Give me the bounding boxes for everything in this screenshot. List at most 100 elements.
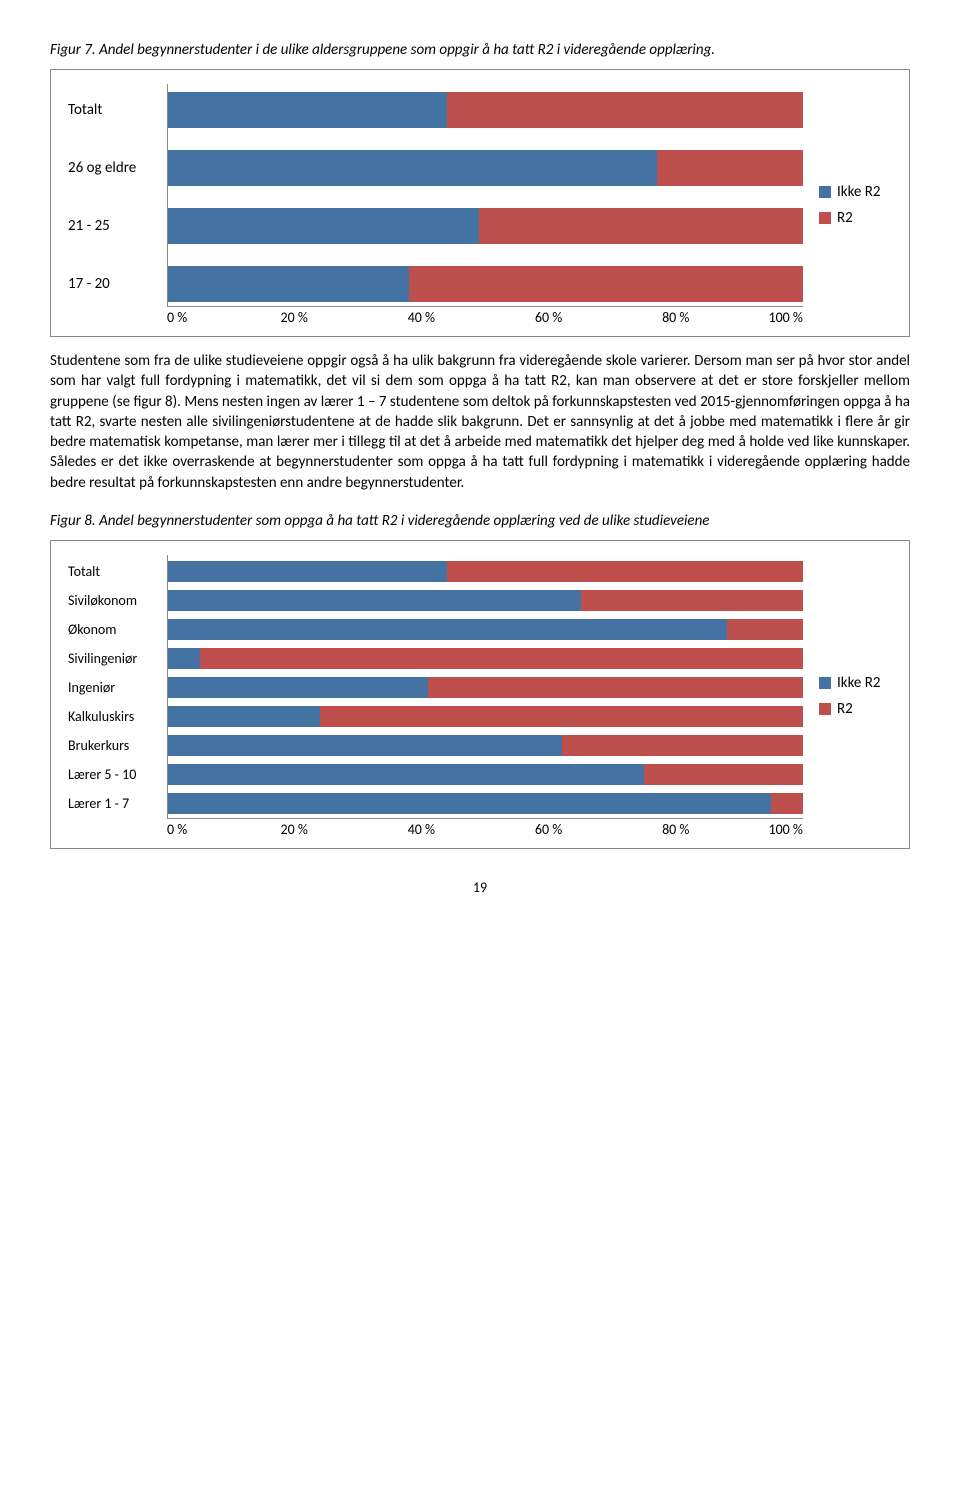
x-tick: 80 % bbox=[612, 309, 739, 326]
bar-track bbox=[168, 619, 803, 640]
bar-track bbox=[168, 677, 803, 698]
bar-segment-r2 bbox=[644, 764, 803, 785]
bar-label: 21 - 25 bbox=[68, 217, 168, 235]
bar-segment-ikke-r2 bbox=[168, 266, 409, 302]
bar-segment-r2 bbox=[447, 92, 803, 128]
x-tick: 60 % bbox=[485, 821, 612, 838]
bar-row: 17 - 20 bbox=[168, 266, 803, 302]
bar-segment-ikke-r2 bbox=[168, 150, 657, 186]
bar-label: Kalkuluskirs bbox=[68, 708, 168, 725]
legend-item: Ikke R2 bbox=[819, 674, 893, 692]
x-tick: 40 % bbox=[358, 309, 485, 326]
bar-segment-ikke-r2 bbox=[168, 677, 428, 698]
bar-label: Brukerkurs bbox=[68, 737, 168, 754]
bar-label: Totalt bbox=[68, 563, 168, 580]
bar-track bbox=[168, 150, 803, 186]
x-tick: 20 % bbox=[231, 821, 358, 838]
bar-track bbox=[168, 92, 803, 128]
bar-track bbox=[168, 590, 803, 611]
bar-label: Økonom bbox=[68, 621, 168, 638]
figure7-chart: Totalt 26 og eldre 21 - 25 17 - 20 0 %20 %4… bbox=[50, 69, 910, 337]
x-tick: 0 % bbox=[167, 821, 231, 838]
figure8-chart: TotaltSiviløkonomØkonomSivilingeniørInge… bbox=[50, 540, 910, 849]
bar-row: Totalt bbox=[168, 561, 803, 582]
legend-swatch bbox=[819, 703, 831, 715]
body-paragraph: Studentene som fra de ulike studieveiene… bbox=[50, 351, 910, 493]
bar-segment-ikke-r2 bbox=[168, 92, 447, 128]
bar-label: Sivilingeniør bbox=[68, 650, 168, 667]
bar-row: Lærer 1 - 7 bbox=[168, 793, 803, 814]
bar-label: Ingeniør bbox=[68, 679, 168, 696]
x-tick: 20 % bbox=[231, 309, 358, 326]
bar-track bbox=[168, 648, 803, 669]
figure8-legend: Ikke R2 R2 bbox=[803, 555, 893, 838]
bar-segment-r2 bbox=[428, 677, 803, 698]
bar-segment-ikke-r2 bbox=[168, 619, 727, 640]
bar-segment-r2 bbox=[727, 619, 803, 640]
legend-swatch bbox=[819, 677, 831, 689]
bar-segment-r2 bbox=[562, 735, 803, 756]
legend-swatch bbox=[819, 186, 831, 198]
bar-segment-ikke-r2 bbox=[168, 706, 320, 727]
bar-row: Sivilingeniør bbox=[168, 648, 803, 669]
bar-track bbox=[168, 561, 803, 582]
bar-segment-r2 bbox=[657, 150, 803, 186]
bar-segment-r2 bbox=[447, 561, 803, 582]
legend-item: Ikke R2 bbox=[819, 183, 893, 201]
bar-segment-ikke-r2 bbox=[168, 793, 771, 814]
bar-track bbox=[168, 735, 803, 756]
bar-segment-r2 bbox=[200, 648, 803, 669]
bar-segment-ikke-r2 bbox=[168, 590, 581, 611]
bar-segment-r2 bbox=[320, 706, 803, 727]
bar-row: 21 - 25 bbox=[168, 208, 803, 244]
figure7-title: Figur 7. Andel begynnerstudenter i de ul… bbox=[50, 40, 910, 61]
bar-segment-ikke-r2 bbox=[168, 764, 644, 785]
bar-label: Lærer 5 - 10 bbox=[68, 766, 168, 783]
figure7-legend: Ikke R2 R2 bbox=[803, 84, 893, 326]
page-number: 19 bbox=[50, 879, 910, 896]
bar-row: Økonom bbox=[168, 619, 803, 640]
bar-segment-ikke-r2 bbox=[168, 208, 479, 244]
bar-track bbox=[168, 793, 803, 814]
legend-label: R2 bbox=[837, 700, 853, 718]
x-tick: 0 % bbox=[167, 309, 231, 326]
bar-segment-r2 bbox=[479, 208, 803, 244]
x-tick: 100 % bbox=[739, 821, 803, 838]
bar-segment-ikke-r2 bbox=[168, 648, 200, 669]
bar-label: 17 - 20 bbox=[68, 275, 168, 293]
legend-label: Ikke R2 bbox=[837, 674, 881, 692]
bar-row: Lærer 5 - 10 bbox=[168, 764, 803, 785]
x-tick: 40 % bbox=[358, 821, 485, 838]
bar-track bbox=[168, 266, 803, 302]
bar-row: Siviløkonom bbox=[168, 590, 803, 611]
x-tick: 100 % bbox=[739, 309, 803, 326]
x-tick: 60 % bbox=[485, 309, 612, 326]
bar-row: Kalkuluskirs bbox=[168, 706, 803, 727]
legend-label: R2 bbox=[837, 209, 853, 227]
figure8-title: Figur 8. Andel begynnerstudenter som opp… bbox=[50, 511, 910, 532]
figure7-bars: Totalt 26 og eldre 21 - 25 17 - 20 bbox=[167, 84, 803, 307]
bar-segment-r2 bbox=[409, 266, 803, 302]
legend-item: R2 bbox=[819, 209, 893, 227]
bar-segment-ikke-r2 bbox=[168, 561, 447, 582]
bar-segment-r2 bbox=[581, 590, 803, 611]
bar-label: Totalt bbox=[68, 101, 168, 119]
bar-label: 26 og eldre bbox=[68, 159, 168, 177]
legend-swatch bbox=[819, 212, 831, 224]
bar-segment-r2 bbox=[771, 793, 803, 814]
legend-label: Ikke R2 bbox=[837, 183, 881, 201]
bar-track bbox=[168, 706, 803, 727]
bar-row: Totalt bbox=[168, 92, 803, 128]
figure7-xaxis: 0 %20 %40 %60 %80 %100 % bbox=[167, 309, 803, 326]
figure8-bars: Totalt Siviløkonom Økonom Sivilingeniør Inge… bbox=[167, 555, 803, 819]
x-tick: 80 % bbox=[612, 821, 739, 838]
bar-track bbox=[168, 208, 803, 244]
bar-track bbox=[168, 764, 803, 785]
bar-label: Siviløkonom bbox=[68, 592, 168, 609]
bar-segment-ikke-r2 bbox=[168, 735, 562, 756]
figure8-xaxis: 0 %20 %40 %60 %80 %100 % bbox=[167, 821, 803, 838]
legend-item: R2 bbox=[819, 700, 893, 718]
bar-row: Ingeniør bbox=[168, 677, 803, 698]
bar-label: Lærer 1 - 7 bbox=[68, 795, 168, 812]
bar-row: 26 og eldre bbox=[168, 150, 803, 186]
